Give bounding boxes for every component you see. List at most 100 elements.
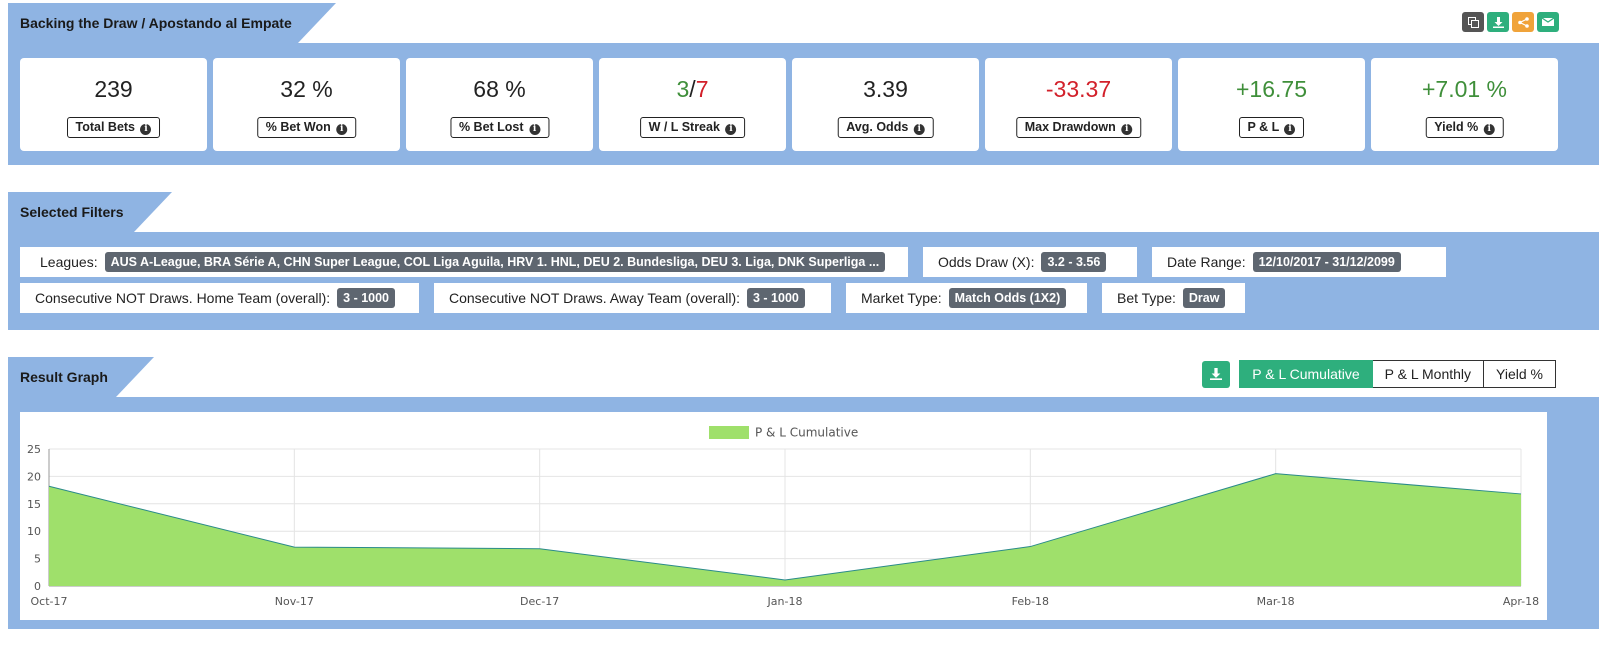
streak-value: 3/7 — [599, 76, 786, 103]
filter-badge: 3 - 1000 — [337, 288, 396, 308]
section-title-filters: Selected Filters — [8, 192, 172, 232]
x-tick-label: Feb-18 — [1012, 595, 1049, 608]
y-tick-label: 20 — [27, 470, 41, 483]
x-tick-label: Oct-17 — [31, 595, 68, 608]
stat-streak: 3/7 W / L Streak i — [599, 58, 786, 151]
filter-home-team: Consecutive NOT Draws. Home Team (overal… — [20, 283, 419, 313]
filter-odds-draw: Odds Draw (X): 3.2 - 3.56 — [923, 247, 1137, 277]
info-icon[interactable]: i — [140, 124, 152, 135]
chart-download-button[interactable] — [1202, 360, 1231, 388]
pl-value: +16.75 — [1236, 76, 1307, 102]
chart-container: 0 5 10 15 20 25 Oct-17 Nov-17 Dec-17 Jan-18 Feb-18… — [20, 412, 1547, 620]
pl-label[interactable]: P & L i — [1238, 117, 1305, 138]
download-icon[interactable] — [1487, 12, 1509, 32]
streak-label[interactable]: W / L Streak i — [639, 117, 746, 138]
x-tick-label: Apr-18 — [1503, 595, 1539, 608]
page-title: Backing the Draw / Apostando al Empate — [20, 15, 292, 31]
max-drawdown-label[interactable]: Max Drawdown i — [1015, 117, 1142, 138]
info-icon[interactable]: i — [529, 124, 541, 135]
x-tick-label: Jan-18 — [767, 595, 803, 608]
y-tick-label: 10 — [27, 525, 41, 538]
filter-key: Consecutive NOT Draws. Home Team (overal… — [35, 290, 331, 306]
bet-lost-label[interactable]: % Bet Lost i — [449, 117, 550, 138]
bet-lost-label-text: % Bet Lost — [458, 120, 524, 134]
copy-icon[interactable] — [1462, 12, 1484, 32]
y-tick-label: 25 — [27, 443, 41, 456]
filter-away-team: Consecutive NOT Draws. Away Team (overal… — [434, 283, 831, 313]
filter-key: Odds Draw (X): — [938, 254, 1035, 270]
filter-badge: Match Odds (1X2) — [948, 288, 1067, 308]
graph-toolbar: P & L Cumulative P & L Monthly Yield % — [1202, 360, 1556, 388]
filter-badge: 3.2 - 3.56 — [1041, 252, 1107, 272]
filter-date-range: Date Range: 12/10/2017 - 31/12/2099 — [1152, 247, 1446, 277]
stat-max-drawdown: -33.37 Max Drawdown i — [985, 58, 1172, 151]
filter-key: Market Type: — [861, 290, 942, 306]
y-tick-label: 0 — [34, 580, 41, 593]
legend-swatch — [709, 426, 749, 439]
streak-separator: / — [689, 76, 696, 102]
total-bets-value: 239 — [94, 76, 133, 102]
section-title-graph: Result Graph — [8, 357, 154, 397]
stat-bet-lost: 68 % % Bet Lost i — [406, 58, 593, 151]
graph-title: Result Graph — [20, 369, 108, 385]
stat-yield: +7.01 % Yield % i — [1371, 58, 1558, 151]
filter-market-type: Market Type: Match Odds (1X2) — [846, 283, 1087, 313]
filters-title: Selected Filters — [20, 204, 124, 220]
filter-badge: 12/10/2017 - 31/12/2099 — [1252, 252, 1401, 272]
info-icon[interactable]: i — [1121, 124, 1133, 135]
info-icon[interactable]: i — [725, 124, 737, 135]
x-tick-label: Mar-18 — [1257, 595, 1295, 608]
stat-total-bets: 239 Total Bets i — [20, 58, 207, 151]
y-tick-label: 5 — [34, 553, 41, 566]
filter-key: Date Range: — [1167, 254, 1246, 270]
yield-label[interactable]: Yield % i — [1425, 117, 1504, 138]
stat-bet-won: 32 % % Bet Won i — [213, 58, 400, 151]
total-bets-label[interactable]: Total Bets i — [66, 117, 161, 138]
bet-won-label[interactable]: % Bet Won i — [256, 117, 357, 138]
legend-label: P & L Cumulative — [755, 426, 858, 440]
filters-list: Leagues: AUS A-League, BRA Série A, CHN … — [20, 247, 1580, 319]
tab-pl-monthly[interactable]: P & L Monthly — [1372, 360, 1485, 388]
pl-cumulative-chart: 0 5 10 15 20 25 Oct-17 Nov-17 Dec-17 Jan-18 Feb-18… — [27, 426, 1539, 609]
filter-key: Consecutive NOT Draws. Away Team (overal… — [449, 290, 740, 306]
filter-badge: 3 - 1000 — [747, 288, 805, 308]
info-icon[interactable]: i — [1284, 124, 1296, 135]
info-icon[interactable]: i — [1483, 124, 1495, 135]
streak-loss: 7 — [695, 76, 709, 102]
stat-pl: +16.75 P & L i — [1178, 58, 1365, 151]
stat-avg-odds: 3.39 Avg. Odds i — [792, 58, 979, 151]
max-drawdown-value: -33.37 — [1045, 76, 1112, 102]
envelope-icon[interactable] — [1537, 12, 1559, 32]
series-area — [49, 473, 1521, 586]
total-bets-label-text: Total Bets — [75, 120, 136, 134]
download-icon — [1210, 368, 1223, 380]
x-tick-label: Nov-17 — [275, 595, 314, 608]
share-icon[interactable] — [1512, 12, 1534, 32]
info-icon[interactable]: i — [913, 124, 925, 135]
avg-odds-value: 3.39 — [863, 76, 908, 102]
filter-leagues: Leagues: AUS A-League, BRA Série A, CHN … — [20, 247, 908, 277]
info-icon[interactable]: i — [336, 124, 348, 135]
filter-badge: AUS A-League, BRA Série A, CHN Super Lea… — [104, 252, 886, 272]
pl-label-text: P & L — [1247, 120, 1280, 134]
streak-label-text: W / L Streak — [648, 120, 720, 134]
stats-row: 239 Total Bets i 32 % % Bet Won i 68 % %… — [20, 58, 1558, 151]
avg-odds-label[interactable]: Avg. Odds i — [837, 117, 934, 138]
bet-lost-value: 68 % — [473, 76, 526, 102]
section-title-backing-draw: Backing the Draw / Apostando al Empate — [8, 3, 336, 43]
tab-pl-cumulative[interactable]: P & L Cumulative — [1239, 360, 1373, 388]
yield-label-text: Yield % — [1434, 120, 1479, 134]
max-drawdown-label-text: Max Drawdown — [1024, 120, 1116, 134]
filter-key: Leagues: — [40, 254, 98, 270]
bet-won-value: 32 % — [280, 76, 333, 102]
toolbar-icons — [1462, 12, 1559, 32]
filter-badge: Draw — [1182, 288, 1226, 308]
filter-key: Bet Type: — [1117, 290, 1176, 306]
yield-value: +7.01 % — [1421, 76, 1508, 102]
x-tick-label: Dec-17 — [520, 595, 559, 608]
filter-bet-type: Bet Type: Draw — [1102, 283, 1245, 313]
tab-yield[interactable]: Yield % — [1484, 360, 1556, 388]
streak-win: 3 — [676, 76, 690, 102]
series-line — [48, 473, 1522, 581]
